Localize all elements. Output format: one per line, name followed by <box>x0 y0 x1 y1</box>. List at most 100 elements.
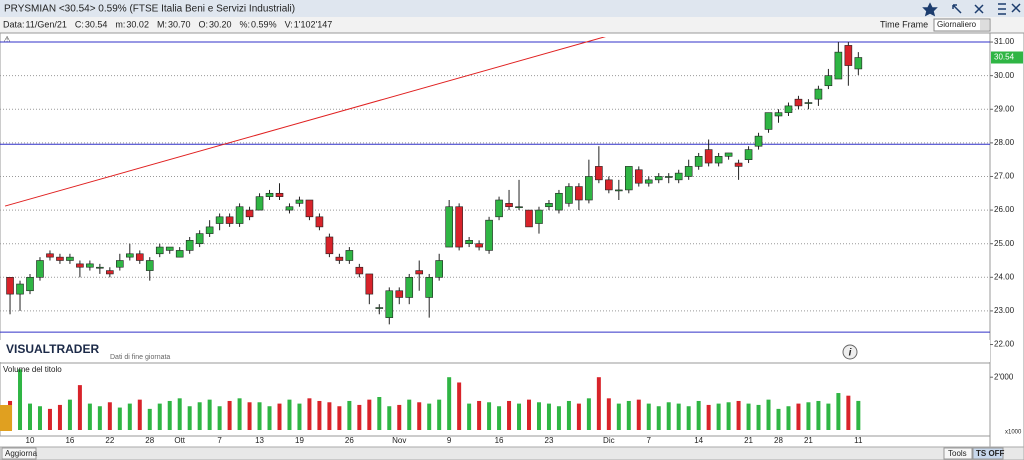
volume-bar <box>407 399 412 430</box>
candle-body <box>495 199 503 218</box>
candle-body <box>734 162 743 167</box>
x-tick-label: 11 <box>854 436 863 445</box>
candle-body <box>56 256 64 261</box>
candle-body <box>854 57 863 70</box>
update-button[interactable] <box>1 447 37 460</box>
candle-body <box>135 253 144 261</box>
candle-body <box>205 226 214 234</box>
trend-line <box>4 37 606 207</box>
x-tick-label: 28 <box>774 436 783 445</box>
tools-button[interactable] <box>943 447 973 460</box>
info-value: 11/Gen/21 <box>26 19 67 29</box>
volume-bar <box>187 406 192 430</box>
candle-body <box>26 277 34 292</box>
x-tick-label: 26 <box>345 436 354 445</box>
volume-bar <box>556 406 561 430</box>
candle-body <box>654 176 663 181</box>
alert-icon[interactable]: ⚠ <box>3 34 11 44</box>
candle-body <box>784 105 793 113</box>
volume-bar <box>467 403 472 430</box>
candle-body <box>525 209 533 228</box>
candle-body <box>605 179 613 191</box>
y-tick-label: 24.00 <box>994 272 1015 281</box>
x-tick-label: 16 <box>495 436 504 445</box>
time-frame-value: Giornaliero <box>937 20 977 29</box>
candle-body <box>6 277 14 295</box>
time-frame-select[interactable] <box>933 18 991 32</box>
update-label: Aggiorna <box>5 449 38 458</box>
candle-body <box>325 236 334 255</box>
candle-body <box>255 196 264 211</box>
candle-body <box>714 156 723 164</box>
info-value: 30.02 <box>126 19 149 29</box>
y-tick-label: 23.00 <box>994 306 1015 315</box>
info-button[interactable] <box>842 344 858 360</box>
y-tick-label: 26.00 <box>994 205 1015 214</box>
volume-bar <box>237 398 242 430</box>
title-bar <box>0 0 1024 17</box>
volume-bar <box>596 377 601 430</box>
candle-body <box>425 277 434 298</box>
candle-body <box>475 243 483 248</box>
volume-bar <box>676 403 681 430</box>
candle-body <box>684 166 693 177</box>
info-label: m: <box>115 19 125 29</box>
info-value: 30.70 <box>168 19 191 29</box>
volume-bar <box>796 403 801 430</box>
x-tick-label: 28 <box>145 436 154 445</box>
info-fields: Data: 11/Gen/21 C: 30.54 m: 30.02 M: 30.70 O: 30.… <box>3 19 332 29</box>
volume-bar <box>207 399 212 430</box>
volume-bar <box>666 402 671 430</box>
candle-body <box>834 51 843 80</box>
candle-body <box>405 277 414 298</box>
candle-body <box>345 250 354 261</box>
select-arrow[interactable] <box>980 20 989 30</box>
y-tick-label: 29.00 <box>994 104 1015 113</box>
panel-handle[interactable] <box>0 405 12 431</box>
volume-bar <box>18 369 23 430</box>
ts-button[interactable] <box>972 447 1004 460</box>
candle-body <box>445 206 453 248</box>
volume-title: Volume del titolo <box>3 365 62 374</box>
candle-body <box>245 209 254 218</box>
volume-bar <box>37 406 42 430</box>
footer-bar <box>0 446 1024 460</box>
volume-bar <box>437 399 442 430</box>
y-tick-label: 27.00 <box>994 172 1015 181</box>
volume-bar <box>586 398 591 430</box>
volume-bar <box>307 398 312 430</box>
candle-body <box>724 152 733 157</box>
x-tick-label: 22 <box>105 436 114 445</box>
volume-bar <box>57 404 62 430</box>
info-value: 30.54 <box>85 19 108 29</box>
candle-body <box>385 290 394 318</box>
volume-bar <box>636 399 641 430</box>
volume-bar <box>786 406 791 430</box>
price-tag-label: 30.54 <box>994 53 1015 62</box>
candle-body <box>644 179 653 184</box>
volume-bar <box>816 400 821 430</box>
candle-body <box>545 203 553 208</box>
volume-bar <box>377 397 382 430</box>
volume-bar <box>736 400 741 430</box>
volume-bar <box>686 406 691 430</box>
candle-body <box>565 186 573 204</box>
candle-body <box>155 246 164 255</box>
candle-body <box>485 219 493 251</box>
x-tick-label: 7 <box>217 436 222 445</box>
candle-body <box>704 149 713 164</box>
candle-body <box>505 203 513 208</box>
x-tick-label: 16 <box>65 436 74 445</box>
volume-bar <box>536 402 541 430</box>
volume-tick-label: 2'000 <box>994 372 1014 381</box>
logo: VISUALTRADER <box>6 342 99 356</box>
volume-bar <box>756 404 761 430</box>
volume-bar <box>726 402 731 430</box>
volume-bar <box>67 399 72 430</box>
right-axis <box>989 32 1024 448</box>
candle-body <box>116 260 124 268</box>
volume-bar <box>28 403 32 430</box>
candle-body <box>465 240 473 244</box>
volume-bar <box>257 402 262 430</box>
candle-body <box>634 169 643 184</box>
